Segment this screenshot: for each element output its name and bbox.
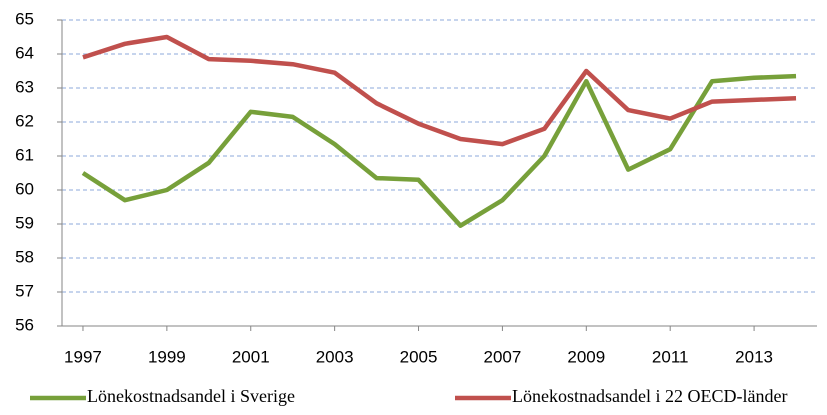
x-tick-label: 2013: [735, 347, 773, 366]
x-tick-label: 2007: [484, 347, 522, 366]
y-tick-label: 61: [15, 145, 34, 164]
series-line: [82, 34, 797, 147]
x-tick-label: 1997: [64, 347, 102, 366]
y-tick-label: 59: [15, 213, 34, 232]
x-tick-label: 2011: [652, 347, 689, 366]
legend-label: Lönekostnadsandel i 22 OECD-länder: [512, 386, 787, 406]
x-tick-label: 2009: [567, 347, 605, 366]
legend-label: Lönekostnadsandel i Sverige: [87, 386, 295, 406]
y-tick-label: 57: [15, 281, 34, 300]
x-tick-label: 1999: [148, 347, 186, 366]
y-tick-label: 56: [15, 315, 34, 334]
x-tick-label: 2001: [232, 347, 270, 366]
y-tick-label: 65: [15, 9, 34, 28]
series-line: [81, 73, 797, 228]
y-tick-label: 58: [15, 247, 34, 266]
x-tick-label: 2005: [400, 347, 438, 366]
y-tick-label: 60: [15, 179, 34, 198]
y-tick-label: 63: [15, 77, 34, 96]
y-tick-label: 62: [15, 111, 34, 130]
y-tick-label: 64: [15, 43, 34, 62]
x-tick-label: 2003: [316, 347, 354, 366]
